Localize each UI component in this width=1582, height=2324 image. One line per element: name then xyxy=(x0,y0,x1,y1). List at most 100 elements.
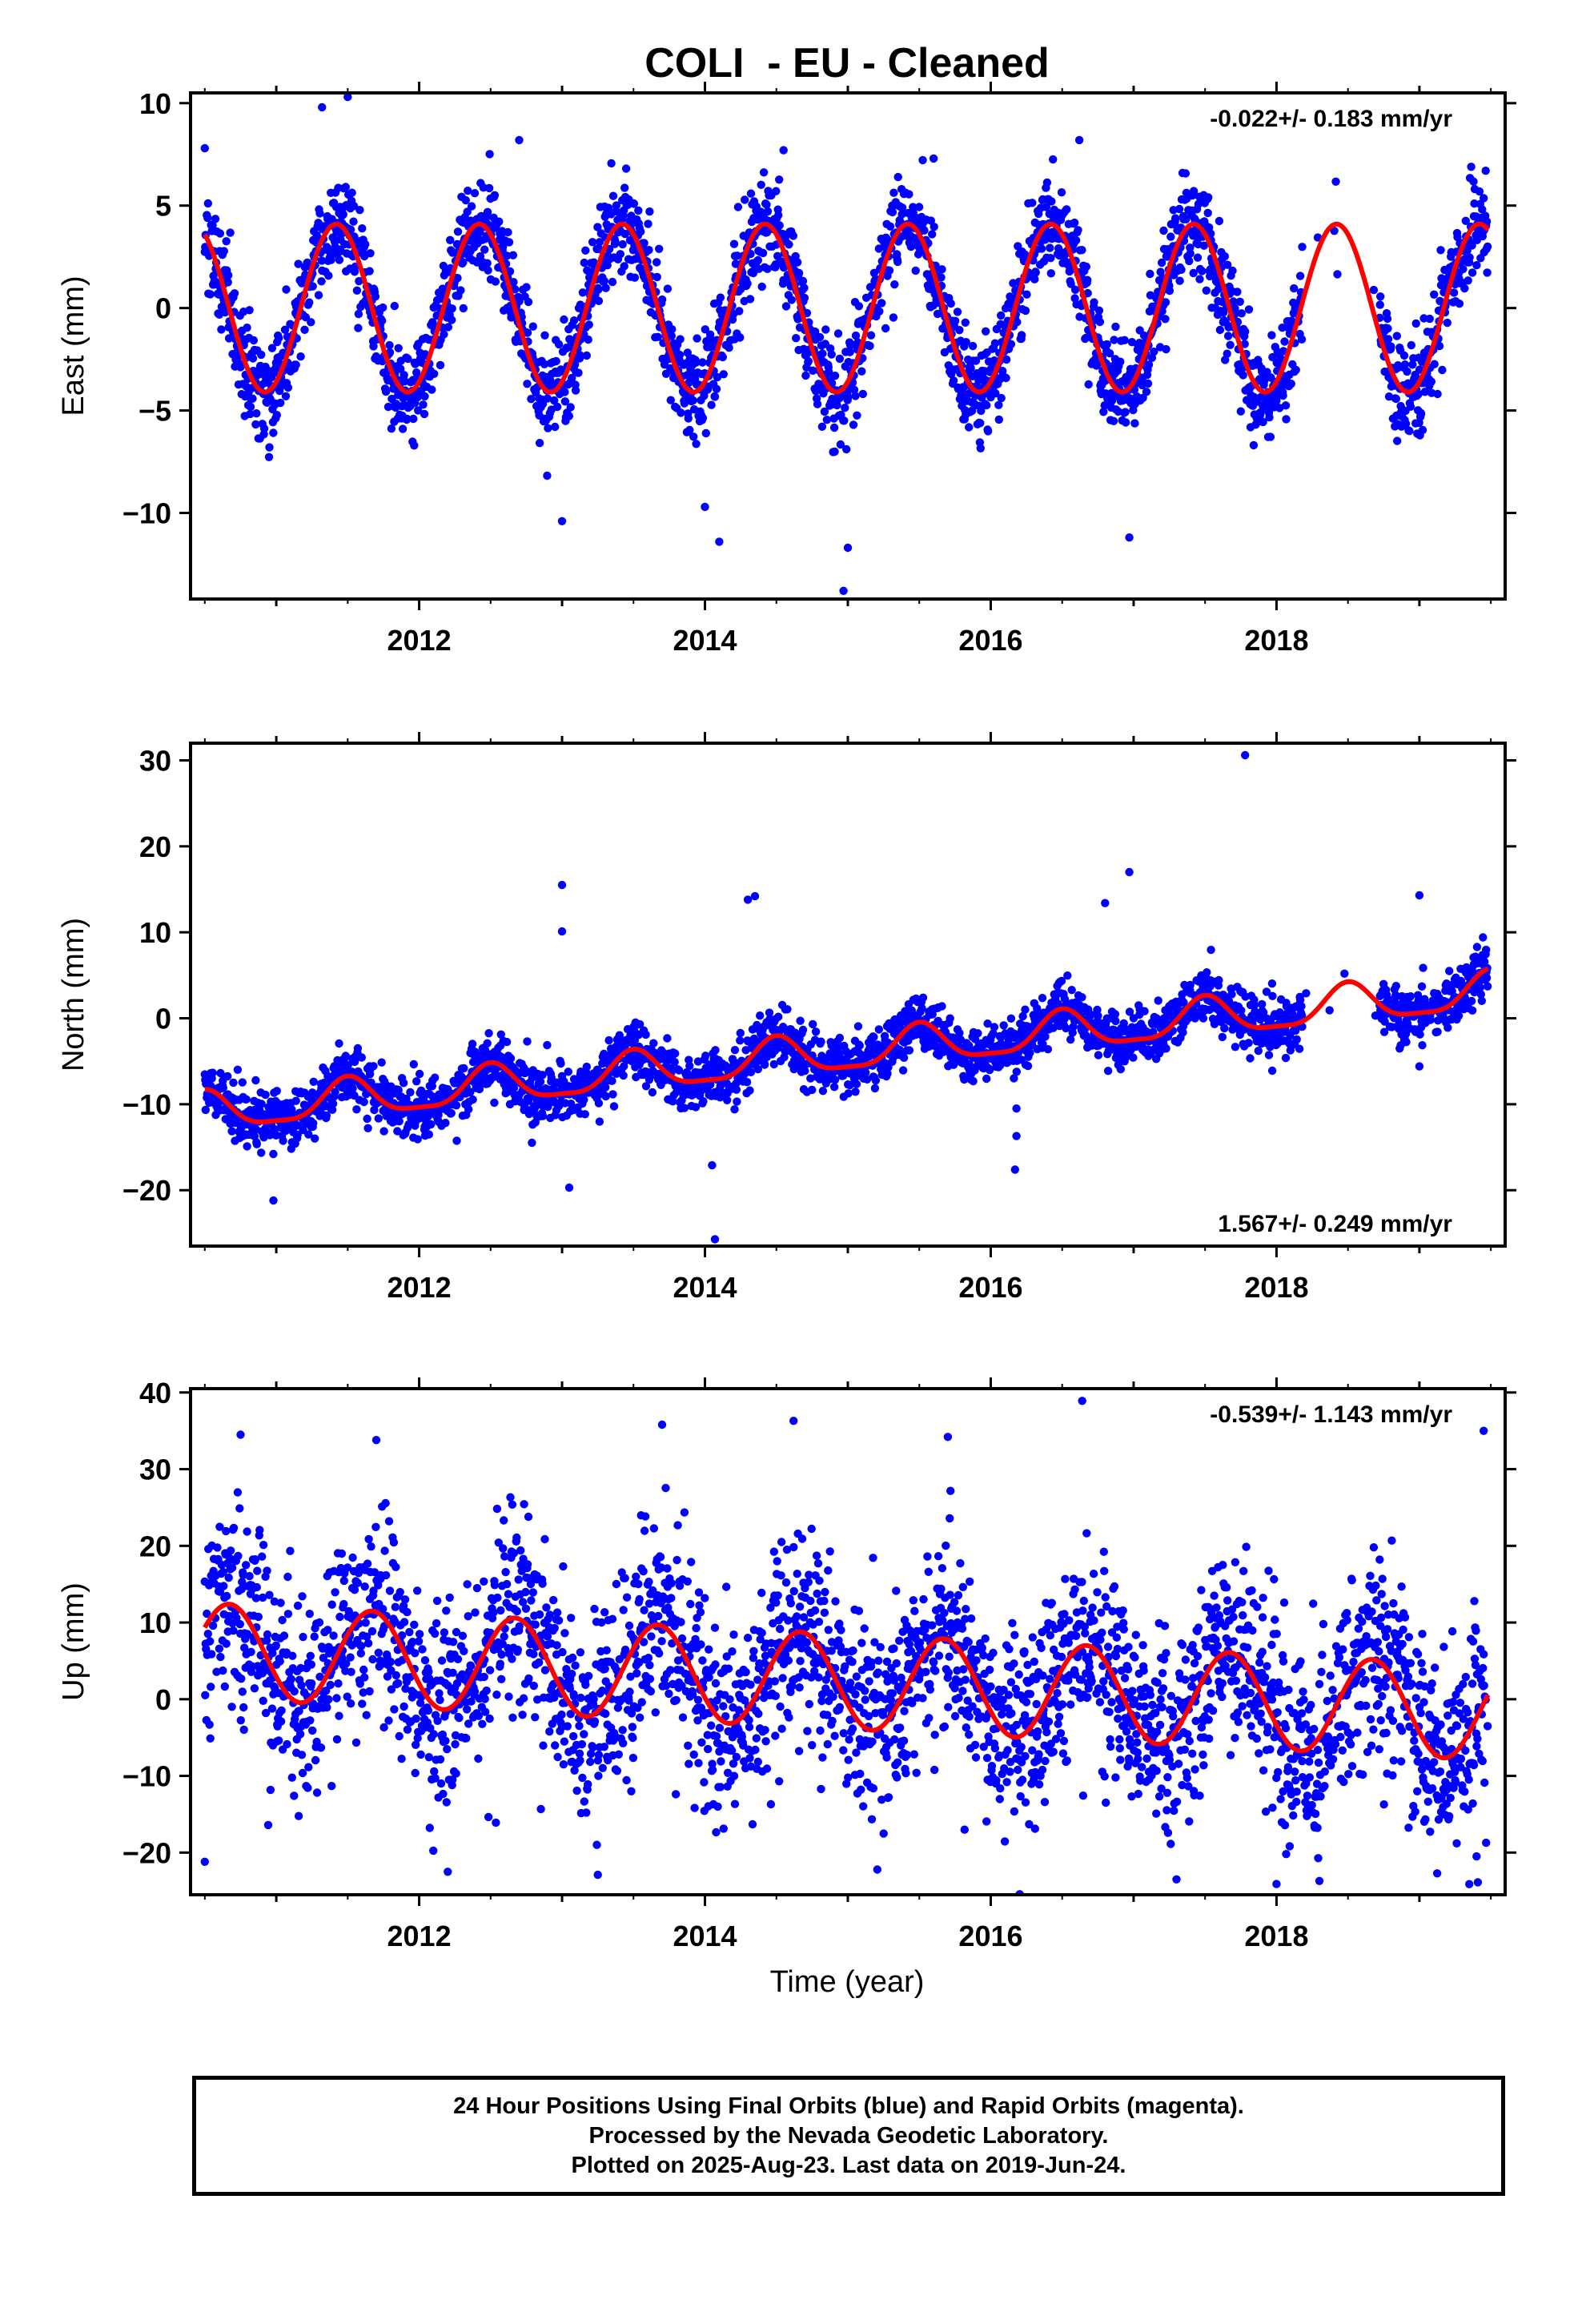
data-point xyxy=(983,1019,992,1028)
data-point xyxy=(460,1063,468,1073)
data-point xyxy=(881,324,890,333)
data-point xyxy=(811,1027,821,1036)
data-point xyxy=(459,304,468,313)
data-point xyxy=(409,1059,418,1069)
data-point xyxy=(1078,993,1086,1002)
data-point xyxy=(1074,135,1084,145)
data-point xyxy=(783,1005,792,1014)
data-point xyxy=(242,1095,251,1104)
data-point xyxy=(833,400,841,410)
data-point xyxy=(914,203,924,211)
data-point xyxy=(580,1110,589,1119)
data-point xyxy=(363,1124,372,1133)
data-point xyxy=(710,392,720,401)
data-point xyxy=(1298,243,1307,251)
data-point xyxy=(491,277,500,286)
data-point xyxy=(331,1088,339,1096)
data-point xyxy=(224,271,233,279)
data-point xyxy=(849,420,858,429)
data-point xyxy=(1207,229,1215,238)
data-point xyxy=(304,1130,313,1139)
data-point xyxy=(640,239,648,247)
data-point xyxy=(502,251,512,260)
data-point xyxy=(276,398,285,408)
data-point xyxy=(233,1065,243,1075)
data-point xyxy=(685,1061,694,1071)
data-point xyxy=(540,360,549,368)
data-point xyxy=(1266,432,1275,441)
data-point xyxy=(965,423,974,432)
data-point xyxy=(568,373,576,383)
data-point xyxy=(251,1076,260,1085)
data-point xyxy=(584,335,592,344)
data-point xyxy=(1120,336,1129,344)
data-point xyxy=(644,246,653,255)
data-point xyxy=(1086,1011,1096,1019)
data-point xyxy=(825,368,833,376)
data-point xyxy=(281,392,291,400)
data-point xyxy=(419,400,428,409)
data-point xyxy=(641,1030,650,1039)
data-point xyxy=(1290,283,1299,293)
data-point xyxy=(711,1046,720,1055)
data-point xyxy=(245,306,254,315)
data-point xyxy=(742,1078,752,1087)
data-point xyxy=(835,1033,845,1043)
data-point xyxy=(230,289,239,298)
data-point xyxy=(543,1040,552,1050)
data-point xyxy=(1121,408,1130,416)
data-point xyxy=(1043,1045,1053,1054)
data-point xyxy=(982,327,990,336)
data-point xyxy=(1333,270,1342,279)
data-point xyxy=(327,255,335,264)
data-point xyxy=(309,1077,318,1087)
data-point xyxy=(982,1074,991,1084)
data-point xyxy=(522,283,531,292)
data-point xyxy=(201,1105,210,1115)
data-point xyxy=(504,238,514,247)
data-point xyxy=(1189,187,1199,195)
data-point xyxy=(1038,994,1047,1003)
data-point xyxy=(593,223,602,231)
data-point xyxy=(1223,260,1232,269)
data-point xyxy=(965,1041,974,1050)
data-point xyxy=(509,1084,519,1092)
data-point xyxy=(830,1076,840,1084)
data-point xyxy=(1057,976,1066,986)
data-point xyxy=(781,302,791,311)
data-point xyxy=(759,168,769,177)
data-point xyxy=(257,1148,266,1157)
data-point xyxy=(1046,243,1054,252)
data-point xyxy=(556,367,566,376)
data-point xyxy=(359,1097,368,1107)
data-point xyxy=(293,1130,302,1140)
data-point xyxy=(1265,413,1274,422)
data-point xyxy=(400,371,408,380)
data-point xyxy=(663,284,673,293)
x-tick-label: 2016 xyxy=(958,624,1022,657)
data-point xyxy=(1066,1035,1075,1044)
data-point xyxy=(252,1140,261,1149)
data-point xyxy=(1022,290,1031,299)
data-point xyxy=(374,1114,383,1123)
data-point xyxy=(1278,324,1287,332)
data-point xyxy=(203,199,212,208)
data-point xyxy=(543,394,552,403)
data-point xyxy=(869,1032,878,1042)
data-point xyxy=(1129,1053,1138,1062)
data-point xyxy=(862,1075,872,1084)
data-point xyxy=(447,1108,456,1118)
data-point xyxy=(569,316,579,325)
data-point xyxy=(801,371,810,380)
data-point xyxy=(871,1076,881,1085)
data-point xyxy=(263,366,272,375)
data-point xyxy=(275,386,284,396)
data-point xyxy=(663,1034,672,1043)
data-point xyxy=(354,324,363,332)
data-point xyxy=(582,1062,591,1072)
data-point xyxy=(560,397,570,406)
data-point xyxy=(1030,275,1039,283)
data-point xyxy=(1110,336,1118,344)
data-point xyxy=(962,338,971,347)
data-point xyxy=(505,267,515,276)
